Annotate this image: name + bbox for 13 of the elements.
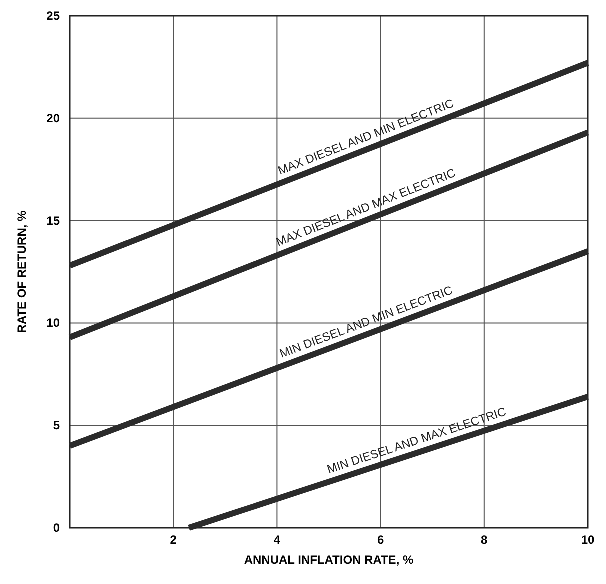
x-tick-label: 8 [481,533,488,547]
x-tick-label: 10 [581,533,595,547]
y-tick-label: 25 [46,9,60,23]
y-tick-label: 0 [53,521,60,535]
y-tick-label: 15 [46,214,60,228]
y-tick-label: 20 [46,111,60,126]
x-axis-title: ANNUAL INFLATION RATE, % [244,553,414,567]
y-tick-label: 10 [46,316,60,330]
y-tick-label: 5 [53,418,60,433]
x-tick-label: 6 [377,533,384,547]
x-tick-label: 2 [170,533,178,547]
y-axis-title: RATE OF RETURN, % [15,210,29,334]
x-tick-label: 4 [274,533,281,547]
